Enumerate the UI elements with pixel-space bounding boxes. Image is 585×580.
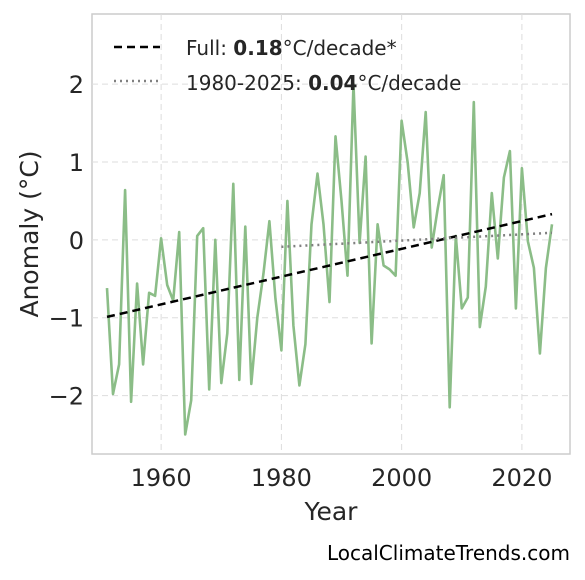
ticks: 1960 1980 2000 2020 −2 −1 0 1 2 (49, 71, 553, 492)
legend-prefix-recent: 1980-2025: (186, 71, 308, 95)
legend-suffix-full: °C/decade* (283, 36, 397, 60)
y-axis-label: Anomaly (°C) (15, 150, 44, 317)
legend-prefix-full: Full: (186, 36, 233, 60)
x-tick-label: 2000 (371, 464, 432, 492)
series-line-anomaly (105, 82, 554, 436)
legend-suffix-recent: °C/decade (357, 71, 461, 95)
x-tick-label: 2020 (491, 464, 552, 492)
legend-label-full: Full: 0.18°C/decade* (186, 36, 397, 60)
credit-text: LocalClimateTrends.com (327, 541, 570, 565)
series-layer (105, 82, 554, 436)
y-tick-label: 2 (69, 71, 84, 99)
legend-label-recent: 1980-2025: 0.04°C/decade (186, 71, 461, 95)
x-tick-label: 1960 (131, 464, 192, 492)
trend-line-full (106, 212, 553, 319)
y-tick-label: −2 (49, 383, 84, 411)
legend-value-recent: 0.04 (308, 71, 357, 95)
x-tick-label: 1980 (251, 464, 312, 492)
x-axis-label: Year (304, 497, 359, 526)
legend: Full: 0.18°C/decade* 1980-2025: 0.04°C/d… (114, 36, 461, 95)
y-tick-label: 1 (69, 149, 84, 177)
y-tick-label: 0 (69, 227, 84, 255)
legend-value-full: 0.18 (233, 36, 282, 60)
y-tick-label: −1 (49, 305, 84, 333)
